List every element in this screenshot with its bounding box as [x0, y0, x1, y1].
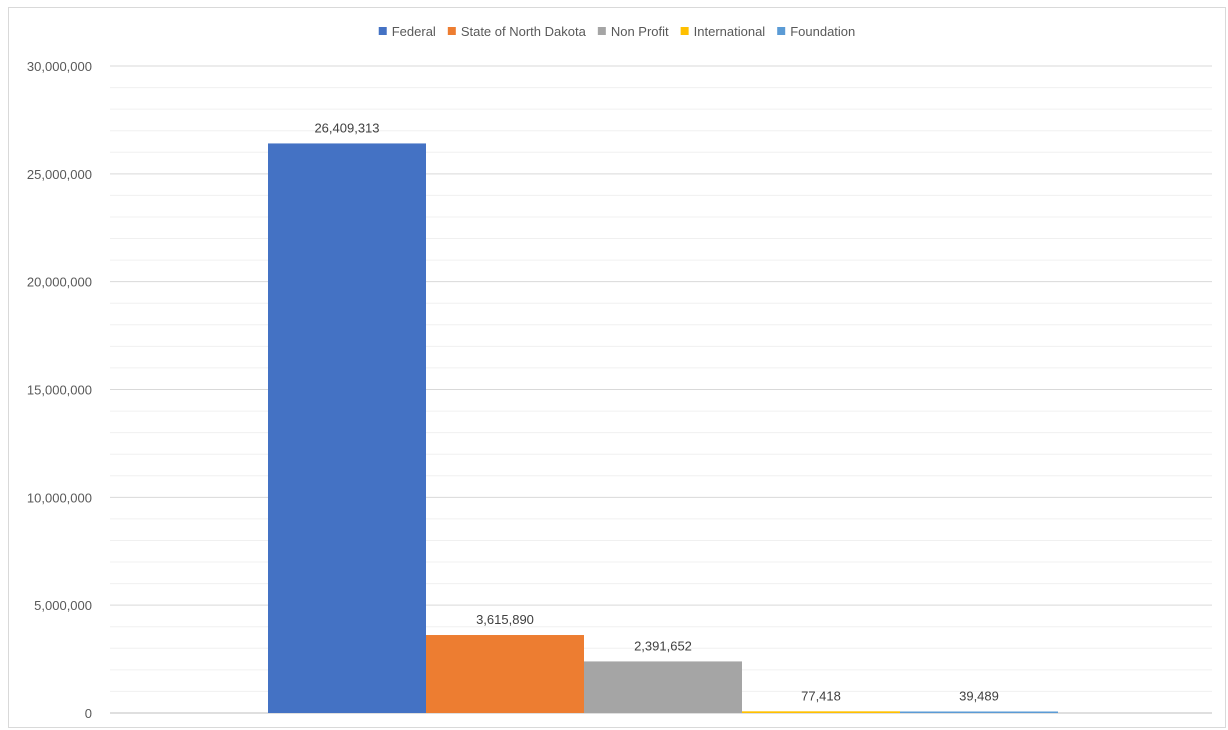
data-labels: 26,409,313 3,615,890 2,391,652 77,418 39,489 [314, 120, 998, 703]
y-tick-label: 5,000,000 [34, 598, 92, 613]
y-tick-label: 20,000,000 [27, 275, 92, 290]
data-label: 39,489 [959, 689, 999, 704]
bar-federal [268, 143, 426, 713]
legend-entry: State of North Dakota [461, 24, 587, 39]
legend: Federal State of North Dakota Non Profit In… [378, 24, 855, 39]
legend-entry: Foundation [790, 24, 855, 39]
y-tick-label: 15,000,000 [27, 383, 92, 398]
y-tick-label: 10,000,000 [27, 490, 92, 505]
legend-swatch [680, 27, 689, 35]
bar-international [742, 711, 900, 713]
y-tick-label: 0 [85, 706, 92, 721]
y-axis: 0 5,000,000 10,000,000 15,000,000 20,000,000… [27, 59, 92, 721]
legend-swatch [378, 27, 387, 35]
bar-foundation [900, 711, 1058, 713]
data-label: 2,391,652 [634, 638, 692, 653]
legend-swatch [597, 27, 606, 35]
legend-swatch [777, 27, 786, 35]
data-label: 26,409,313 [314, 120, 379, 135]
legend-entry: Non Profit [611, 24, 669, 39]
legend-entry: International [694, 24, 766, 39]
legend-entry: Federal [392, 24, 436, 39]
y-tick-label: 30,000,000 [27, 59, 92, 74]
bars [268, 143, 1058, 713]
bar-state-of-north-dakota [426, 635, 584, 713]
data-label: 3,615,890 [476, 612, 534, 627]
y-tick-label: 25,000,000 [27, 167, 92, 182]
legend-swatch [447, 27, 456, 35]
data-label: 77,418 [801, 688, 841, 703]
bar-non-profit [584, 661, 742, 713]
